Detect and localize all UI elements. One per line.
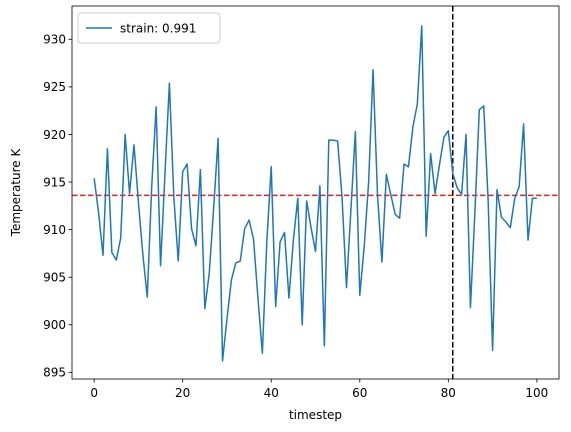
x-tick-label: 0 <box>90 386 98 400</box>
legend-label: strain: 0.991 <box>120 22 196 36</box>
y-tick-label: 920 <box>43 128 66 142</box>
x-axis-label: timestep <box>289 408 342 422</box>
series-line <box>93 25 537 362</box>
series-layer <box>93 25 537 362</box>
legend: strain: 0.991 <box>77 12 221 44</box>
y-tick-label: 915 <box>43 175 66 189</box>
axes-frame <box>71 5 560 380</box>
x-tick-label: 100 <box>525 386 548 400</box>
x-tick-label: 60 <box>352 386 367 400</box>
y-axis-label: Temperature K <box>9 148 23 238</box>
reference-lines <box>72 6 559 379</box>
y-axis-ticks: 895 900 905 910 915 920 925 930 <box>43 33 72 380</box>
y-tick-label: 895 <box>43 366 66 380</box>
x-tick-label: 80 <box>441 386 456 400</box>
y-tick-label: 910 <box>43 223 66 237</box>
y-tick-label: 925 <box>43 80 66 94</box>
y-tick-label: 930 <box>43 33 66 47</box>
x-axis-ticks: 0 20 40 60 80 100 <box>90 379 548 400</box>
legend-box <box>77 12 221 44</box>
x-tick-label: 40 <box>264 386 279 400</box>
y-tick-label: 900 <box>43 318 66 332</box>
x-tick-label: 20 <box>175 386 190 400</box>
y-tick-label: 905 <box>43 270 66 284</box>
